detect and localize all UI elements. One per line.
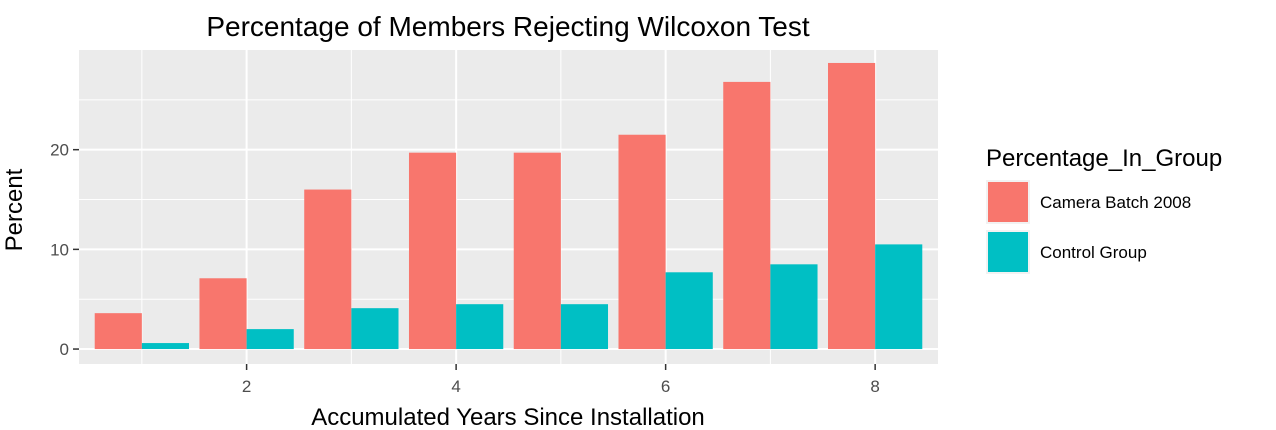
bar-camera-batch-2008-6 (618, 134, 666, 350)
legend-label: Control Group (1040, 243, 1147, 262)
y-tick-label: 10 (50, 240, 69, 259)
legend: Percentage_In_Group Camera Batch 2008 Con… (986, 145, 1222, 274)
bar-control-group-1 (141, 343, 189, 350)
legend-swatch (988, 232, 1028, 272)
bar-control-group-8 (875, 244, 923, 350)
bar-control-group-3 (351, 308, 399, 350)
bar-camera-batch-2008-3 (304, 189, 352, 350)
bar-control-group-2 (246, 329, 294, 350)
x-tick-label: 6 (661, 377, 670, 396)
bars (94, 62, 923, 350)
bar-camera-batch-2008-8 (828, 62, 876, 350)
bar-control-group-4 (456, 304, 504, 350)
bar-camera-batch-2008-4 (408, 152, 457, 350)
x-tick-label: 4 (451, 377, 460, 396)
legend-label: Camera Batch 2008 (1040, 193, 1191, 212)
y-tick-label: 20 (50, 141, 69, 160)
y-axis: 0 10 20 (50, 141, 79, 359)
x-axis-title: Accumulated Years Since Installation (311, 404, 705, 430)
bar-camera-batch-2008-1 (94, 313, 142, 350)
y-tick-label: 0 (60, 340, 69, 359)
x-tick-label: 2 (242, 377, 251, 396)
x-tick-label: 8 (870, 377, 879, 396)
bar-control-group-7 (770, 264, 818, 350)
bar-camera-batch-2008-5 (513, 152, 561, 350)
legend-title: Percentage_In_Group (986, 145, 1222, 172)
bar-control-group-5 (560, 304, 609, 350)
bar-control-group-6 (665, 272, 713, 350)
y-axis-title: Percent (1, 168, 28, 251)
legend-swatch (988, 182, 1028, 222)
bar-camera-batch-2008-7 (723, 81, 771, 350)
bar-camera-batch-2008-2 (199, 278, 247, 350)
chart-title: Percentage of Members Rejecting Wilcoxon… (206, 11, 810, 42)
x-axis: 2 4 6 8 (242, 364, 880, 396)
